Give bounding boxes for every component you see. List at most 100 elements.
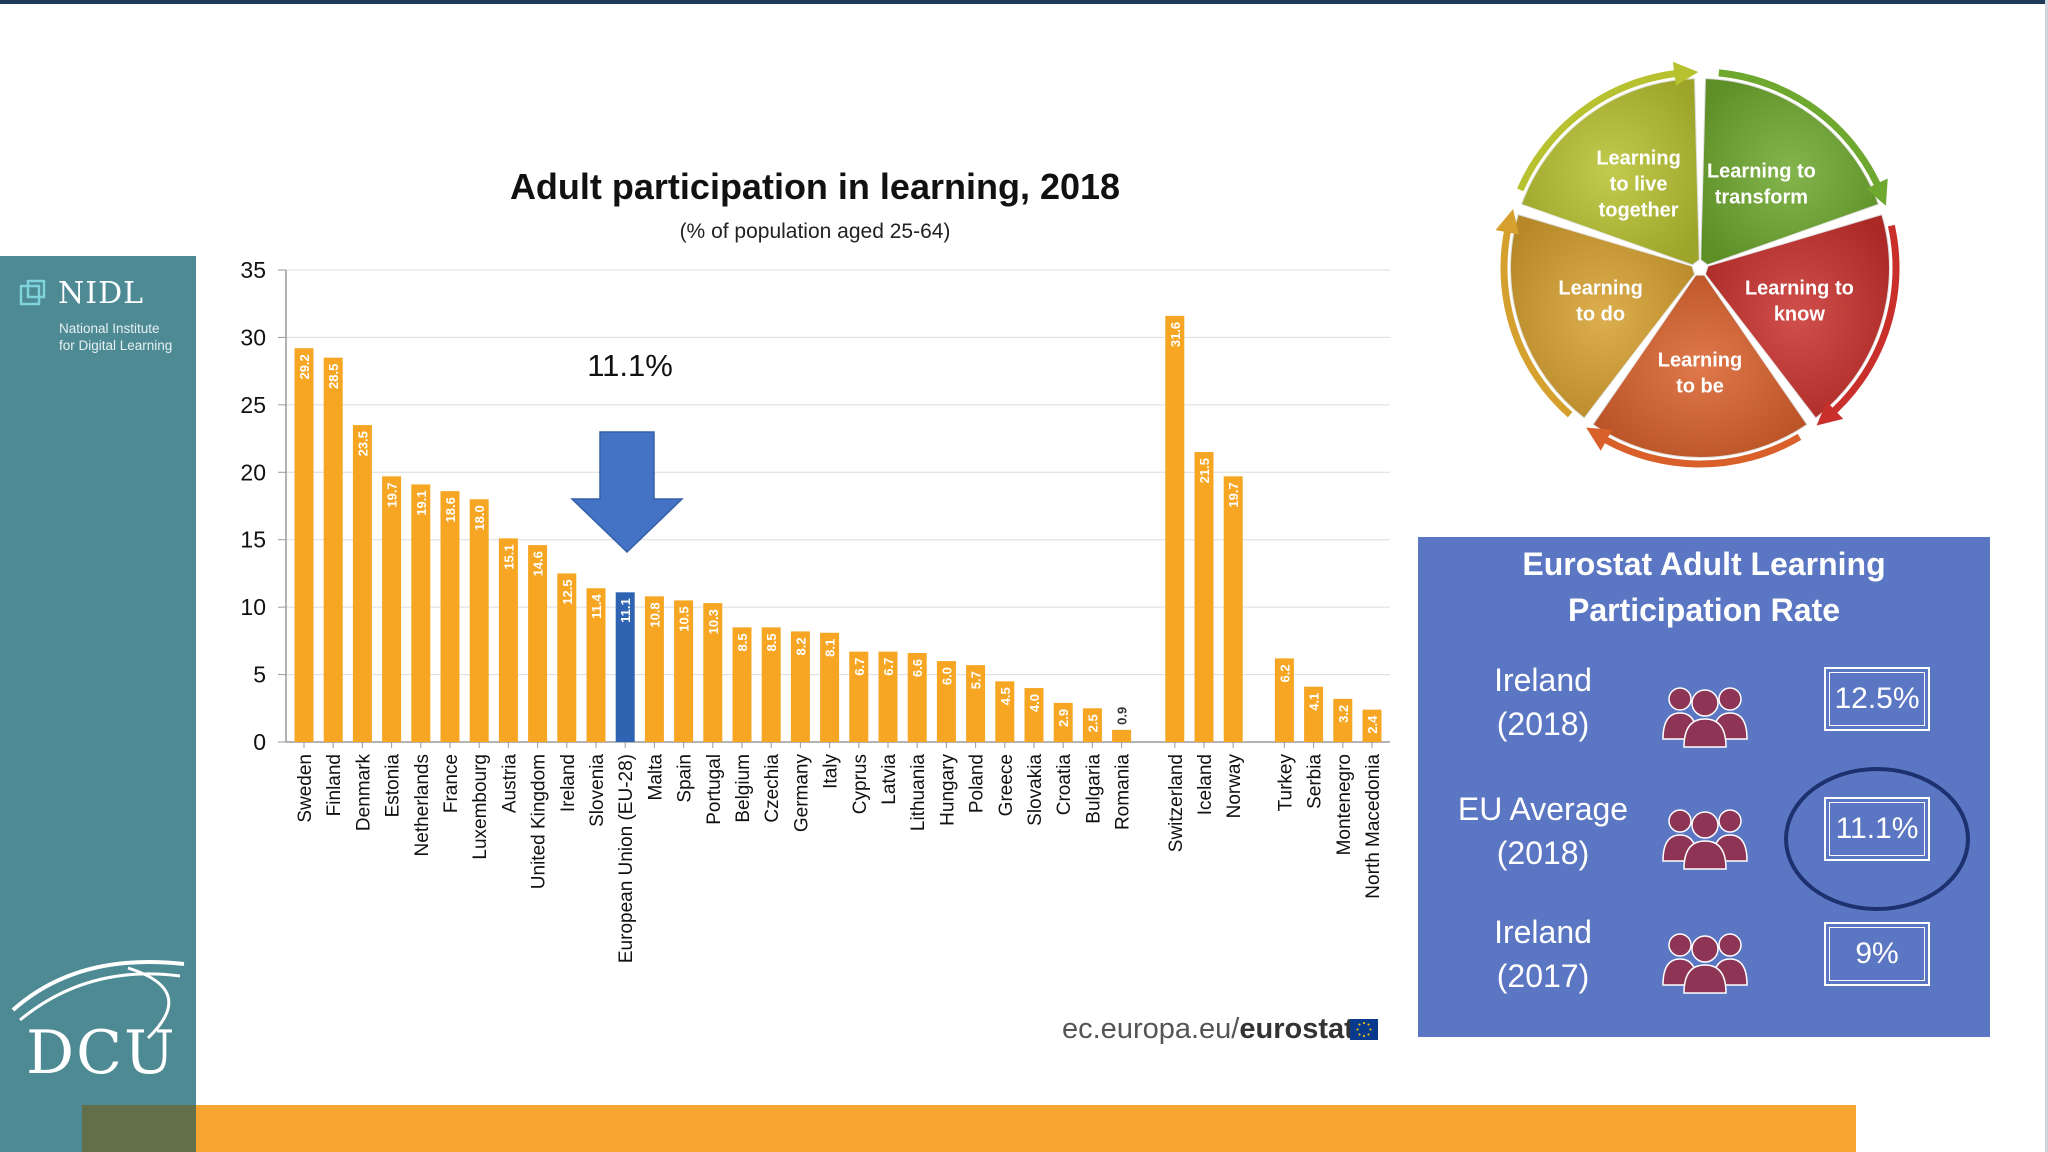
data-label: 4.5 [998,687,1013,705]
wheel-label: Learning to [1707,160,1816,182]
x-tick-label: France [441,754,462,813]
highlight-circle [1784,767,1970,911]
wheel-segment-shade [1700,78,1880,266]
panel-title: Eurostat Adult Learning Participation Ra… [1418,537,1990,633]
bar-turkey [1274,658,1294,742]
bar-united-kingdom [528,545,548,742]
x-tick-label: Czechia [762,754,783,823]
x-tick-label: Slovenia [587,754,608,827]
x-tick-label: Austria [499,754,520,814]
data-label: 11.1 [618,598,633,623]
x-tick-label: Hungary [937,754,958,826]
bar-spain [674,600,694,742]
data-label: 11.4 [589,594,604,619]
data-label: 8.5 [764,633,779,651]
chart-subtitle: (% of population aged 25-64) [679,220,951,243]
footer-bar [196,1105,1856,1152]
x-tick-label: Germany [791,754,812,833]
bar-denmark [352,425,372,742]
x-tick-label: Sweden [295,754,316,823]
wheel-arrowhead-icon [1672,61,1699,86]
data-label: 6.7 [852,658,867,676]
eu-flag-icon [1350,1019,1378,1040]
data-label: 6.2 [1277,664,1292,682]
x-tick-label: Netherlands [412,754,433,856]
data-label: 5.7 [969,671,984,689]
wheel-label: to live [1610,173,1668,195]
x-tick-label: Malta [645,754,666,801]
y-tick-label: 5 [253,662,266,688]
row-label-eu-average-2018: EU Average (2018) [1428,787,1658,875]
nidl-logo-text: NIDL [58,276,145,311]
bar-european-union-eu-28 [615,592,635,742]
x-tick-label: Poland [967,754,988,813]
dcu-swoosh-icon [11,960,185,1040]
x-tick-label: Ireland [558,754,579,812]
data-label: 28.5 [326,364,341,389]
x-tick-label: Turkey [1275,754,1296,812]
bar-lithuania [907,652,927,742]
y-tick-label: 0 [253,729,266,755]
bar-switzerland [1165,315,1185,742]
data-label: 21.5 [1197,458,1212,483]
bar-north-macedonia [1362,709,1382,742]
data-label: 2.5 [1085,714,1100,732]
footer-accent [82,1105,196,1152]
bar-germany [790,631,810,742]
wheel-arrow-arc [1822,224,1900,422]
y-tick-label: 35 [240,257,266,283]
bar-portugal [703,603,723,742]
bar-norway [1223,476,1243,742]
x-tick-label: Bulgaria [1083,754,1104,824]
data-label: 19.7 [1226,482,1241,507]
data-label: 23.5 [355,431,370,456]
bar-croatia [1053,702,1073,742]
data-label: 10.8 [647,602,662,627]
bar-belgium [732,627,752,742]
eu-value-annotation: 11.1% [587,348,673,383]
bar-estonia [382,476,402,742]
row-label-line1: Ireland [1494,914,1592,950]
x-tick-label: Montenegro [1334,754,1355,855]
row-label-line1: Ireland [1494,662,1592,698]
source-credit-brand: eurostat [1239,1013,1354,1045]
row-label-line2: (2017) [1496,958,1590,994]
bar-romania [1112,729,1132,742]
row-label-ireland-2018: Ireland (2018) [1428,658,1658,746]
wheel-label: to be [1676,376,1724,398]
data-label: 2.4 [1365,715,1380,734]
x-tick-label: Portugal [704,754,725,825]
bar-france [440,491,460,742]
data-label: 8.1 [823,639,838,657]
nidl-logo-icon [19,279,46,306]
wheel-label: Learning [1558,277,1642,299]
x-tick-label: Denmark [353,754,374,832]
data-label: 14.6 [531,551,546,576]
source-credit: ec.europa.eu/eurostat [1062,1013,1354,1046]
wheel-arrow-arc [1718,69,1886,198]
data-label: 8.5 [735,633,750,651]
data-label: 31.6 [1168,322,1183,347]
data-label: 6.0 [939,667,954,685]
x-tick-label: Croatia [1054,754,1075,816]
source-credit-domain: ec.europa.eu/ [1062,1013,1240,1045]
x-tick-label: European Union (EU-28) [616,754,637,963]
wheel-arrow-arc [1500,218,1573,418]
wheel-label: together [1599,199,1679,221]
x-tick-label: Estonia [383,754,404,818]
people-group-icon [1662,687,1748,748]
bar-greece [995,681,1015,742]
x-tick-label: Italy [821,754,842,789]
x-tick-label: Spain [675,754,696,803]
y-tick-label: 10 [240,594,266,620]
panel-title-line1: Eurostat Adult Learning [1522,546,1886,582]
data-label: 12.5 [560,579,575,604]
x-tick-label: Belgium [733,754,754,823]
data-label: 8.2 [793,637,808,655]
bar-latvia [878,651,898,742]
wheel-arrowhead-icon [1586,427,1613,451]
y-tick-label: 25 [240,392,266,418]
y-tick-label: 30 [240,324,266,350]
data-label: 2.9 [1056,709,1071,727]
down-arrow-icon [570,431,684,554]
